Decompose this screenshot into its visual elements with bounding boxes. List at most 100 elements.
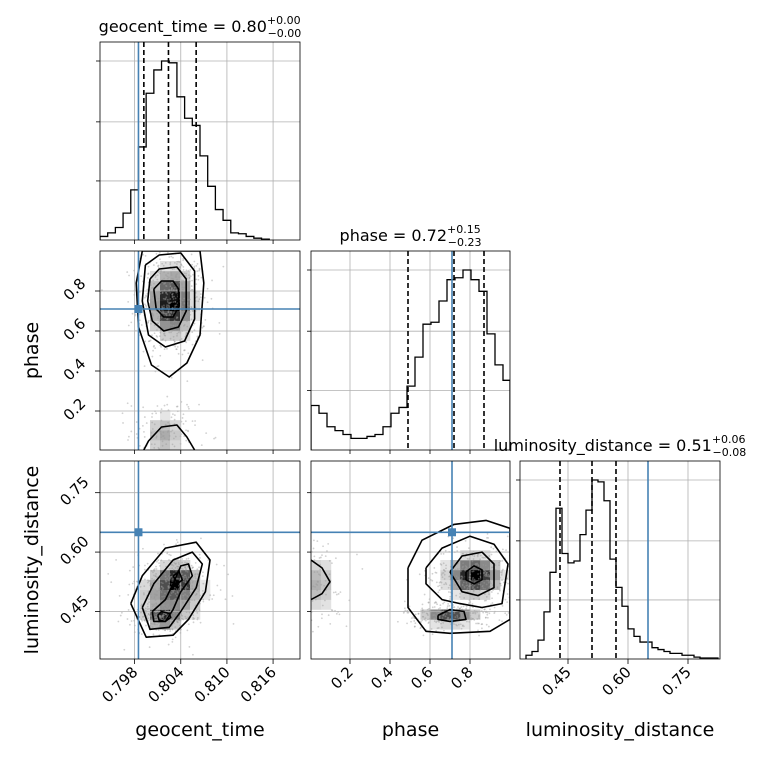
- sample-point: [460, 577, 463, 580]
- sample-point: [168, 305, 171, 308]
- sample-point: [481, 623, 484, 625]
- sample-point: [404, 609, 407, 612]
- sample-point: [291, 573, 293, 575]
- density-cell: [450, 589, 461, 600]
- sample-point: [162, 608, 165, 611]
- sample-point: [176, 591, 179, 594]
- frames-layer: [95, 41, 721, 664]
- sample-point: [178, 281, 181, 284]
- density-cell: [140, 589, 151, 600]
- sample-point: [472, 590, 475, 593]
- sample-point: [489, 608, 491, 611]
- sample-point: [459, 567, 462, 570]
- sample-point: [157, 552, 159, 555]
- sample-point: [410, 620, 412, 623]
- sample-point: [170, 310, 173, 313]
- sample-point: [144, 564, 146, 567]
- sample-point: [440, 609, 443, 612]
- sample-point: [171, 605, 174, 607]
- sample-point: [167, 587, 170, 589]
- sample-point: [157, 266, 160, 269]
- sample-point: [479, 554, 482, 557]
- sample-point: [157, 454, 159, 456]
- sample-point: [465, 605, 468, 608]
- sample-point: [484, 570, 487, 573]
- sample-point: [186, 316, 188, 318]
- sample-point: [442, 569, 445, 571]
- sample-point: [296, 536, 298, 538]
- sample-point: [511, 566, 513, 568]
- density-cell: [180, 270, 191, 282]
- sample-point: [440, 581, 443, 584]
- sample-point: [160, 622, 163, 625]
- contour-line: [153, 280, 180, 318]
- sample-point: [168, 553, 171, 556]
- sample-point: [143, 585, 146, 588]
- sample-point: [195, 580, 198, 583]
- sample-point: [164, 609, 167, 611]
- density-cell: [170, 270, 181, 282]
- sample-point: [160, 419, 163, 422]
- density-cell: [170, 310, 181, 321]
- sample-point: [445, 613, 448, 615]
- sample-point: [185, 568, 188, 570]
- sample-point: [212, 594, 215, 597]
- sample-point: [148, 601, 150, 604]
- sample-point: [200, 276, 203, 279]
- sample-point: [472, 576, 475, 579]
- sample-point: [165, 613, 168, 616]
- sample-point: [461, 576, 464, 579]
- sample-point: [170, 324, 173, 327]
- title-phase: phase = 0.72+0.15 −0.23: [340, 223, 482, 249]
- sample-point: [434, 614, 437, 617]
- sample-point: [182, 594, 184, 597]
- sample-point: [155, 619, 158, 621]
- sample-point: [452, 570, 455, 572]
- density-cell: [150, 579, 161, 590]
- sample-point: [190, 318, 193, 321]
- sample-point: [173, 288, 175, 291]
- sample-point: [175, 405, 178, 408]
- sample-point: [127, 324, 130, 327]
- sample-point: [181, 313, 184, 316]
- sample-point: [153, 595, 156, 598]
- sample-point: [441, 626, 443, 629]
- sample-point: [158, 251, 161, 254]
- density-cell: [450, 579, 461, 590]
- sample-point: [313, 571, 316, 573]
- sample-point: [167, 311, 170, 313]
- sample-point: [182, 257, 185, 260]
- sample-point: [162, 613, 165, 616]
- sample-point: [199, 594, 202, 597]
- sample-point: [192, 616, 195, 619]
- sample-point: [189, 592, 192, 594]
- sample-point: [151, 466, 153, 468]
- sample-point: [505, 549, 507, 552]
- sample-point: [192, 653, 194, 656]
- sample-point: [437, 620, 440, 623]
- sample-point: [206, 301, 209, 304]
- sample-point: [216, 584, 219, 587]
- sample-point: [419, 627, 422, 630]
- sample-point: [431, 572, 434, 575]
- sample-point: [169, 298, 172, 300]
- sample-point: [166, 320, 169, 323]
- sample-point: [329, 623, 332, 625]
- sample-point: [442, 572, 445, 574]
- sample-point: [189, 298, 191, 301]
- sample-point: [445, 567, 447, 570]
- sample-point: [447, 586, 450, 589]
- sample-point: [157, 365, 160, 367]
- sample-point: [177, 619, 180, 622]
- sample-point: [189, 598, 192, 601]
- sample-point: [175, 263, 178, 265]
- sample-point: [506, 593, 509, 595]
- sample-point: [435, 611, 438, 614]
- sample-point: [486, 611, 489, 614]
- sample-point: [196, 243, 198, 245]
- sample-point: [309, 578, 311, 580]
- sample-point: [161, 603, 164, 606]
- sample-point: [184, 593, 187, 596]
- sample-point: [167, 585, 170, 588]
- sample-point: [183, 286, 186, 289]
